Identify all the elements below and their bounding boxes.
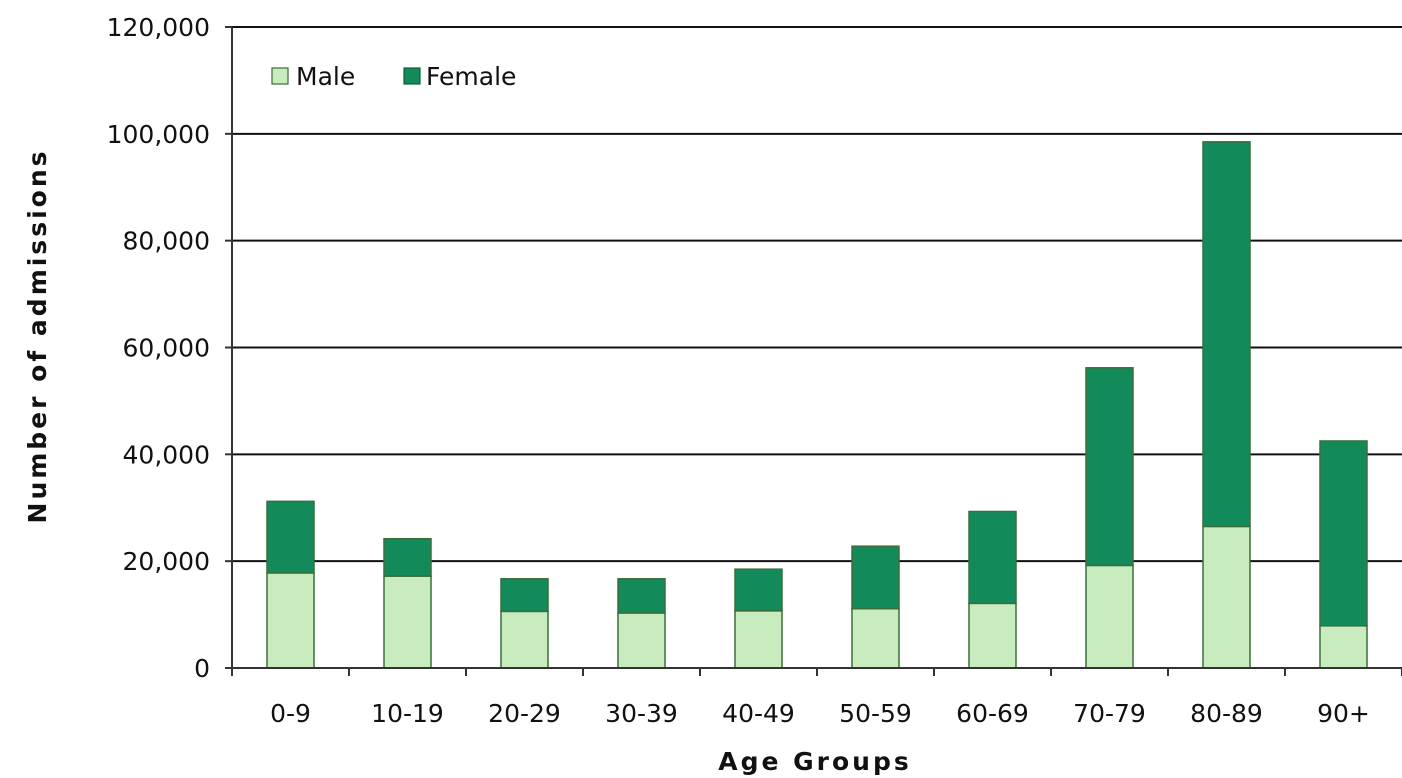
x-tick-label: 70-79	[1073, 699, 1146, 728]
bar-male-0-9	[266, 572, 315, 669]
x-tick-label: 20-29	[488, 699, 561, 728]
bar-female-40-49	[734, 568, 783, 612]
legend-label-male: Male	[296, 62, 355, 91]
legend-swatch-female	[403, 67, 421, 85]
y-tick-label: 20,000	[123, 547, 210, 576]
axes: 0 20,000 40,000 60,000 80,000 100,000 120,000 0…	[107, 13, 1402, 728]
x-tick-label: 60-69	[956, 699, 1029, 728]
bar-female-90+	[1319, 440, 1368, 627]
bar-male-90+	[1319, 625, 1368, 669]
bar-female-50-59	[851, 545, 900, 610]
x-tick-label: 30-39	[605, 699, 678, 728]
bar-female-10-19	[383, 537, 432, 577]
x-axis-title: Age Groups	[718, 747, 912, 776]
y-tick-label: 100,000	[107, 120, 210, 149]
bar-male-80-89	[1202, 525, 1251, 669]
bar-male-40-49	[734, 610, 783, 669]
x-tick-label: 80-89	[1190, 699, 1263, 728]
bar-male-30-39	[617, 612, 666, 669]
x-tick-label: 50-59	[839, 699, 912, 728]
y-tick-label: 80,000	[123, 227, 210, 256]
bar-female-0-9	[266, 500, 315, 574]
x-tick-label: 40-49	[722, 699, 795, 728]
x-tick-label: 90+	[1317, 699, 1370, 728]
y-tick-label: 0	[194, 654, 210, 683]
bar-female-20-29	[500, 578, 549, 613]
x-tick-label: 10-19	[371, 699, 444, 728]
bar-male-50-59	[851, 607, 900, 669]
bar-male-10-19	[383, 575, 432, 669]
legend: Male Female	[271, 62, 516, 91]
x-tick-label: 0-9	[270, 699, 311, 728]
bar-female-80-89	[1202, 141, 1251, 528]
bar-male-20-29	[500, 610, 549, 669]
y-axis-title: Number of admissions	[23, 149, 52, 524]
bar-female-60-69	[968, 510, 1017, 605]
bar-male-70-79	[1085, 564, 1134, 669]
y-tick-label: 120,000	[107, 13, 210, 42]
bar-female-30-39	[617, 578, 666, 614]
bar-female-70-79	[1085, 367, 1134, 567]
bars	[266, 141, 1368, 669]
legend-label-female: Female	[426, 62, 516, 91]
y-tick-label: 40,000	[123, 440, 210, 469]
bar-male-60-69	[968, 602, 1017, 669]
y-tick-label: 60,000	[123, 334, 210, 363]
legend-swatch-male	[271, 67, 289, 85]
